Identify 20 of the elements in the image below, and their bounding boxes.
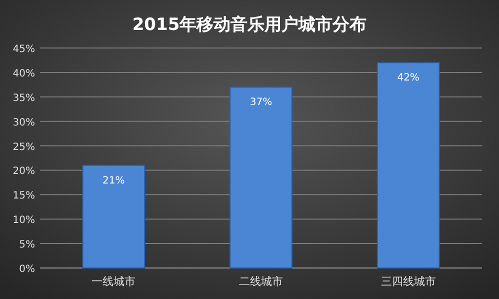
x-tick-label: 二线城市	[239, 275, 283, 288]
bar	[230, 86, 292, 268]
y-tick-label: 10%	[12, 215, 35, 226]
y-tick-label: 15%	[12, 190, 35, 202]
y-tick-label: 45%	[12, 44, 35, 55]
data-label: 42%	[397, 72, 420, 84]
x-tick-label: 一线城市	[92, 275, 136, 288]
data-label: 21%	[102, 175, 125, 186]
chart-title: 2015年移动音乐用户城市分布	[132, 15, 367, 35]
bar	[82, 164, 146, 268]
y-tick-label: 35%	[12, 92, 35, 104]
y-tick-label: 20%	[12, 166, 35, 178]
y-tick-label: 5%	[19, 240, 35, 251]
y-tick-label: 30%	[12, 117, 35, 128]
y-tick-label: 40%	[12, 68, 35, 80]
y-tick-label: 0%	[19, 264, 35, 275]
data-label: 37%	[250, 97, 272, 108]
y-tick-label: 25%	[12, 142, 35, 153]
bar	[376, 62, 440, 268]
x-tick-label: 三四线城市	[380, 275, 436, 288]
